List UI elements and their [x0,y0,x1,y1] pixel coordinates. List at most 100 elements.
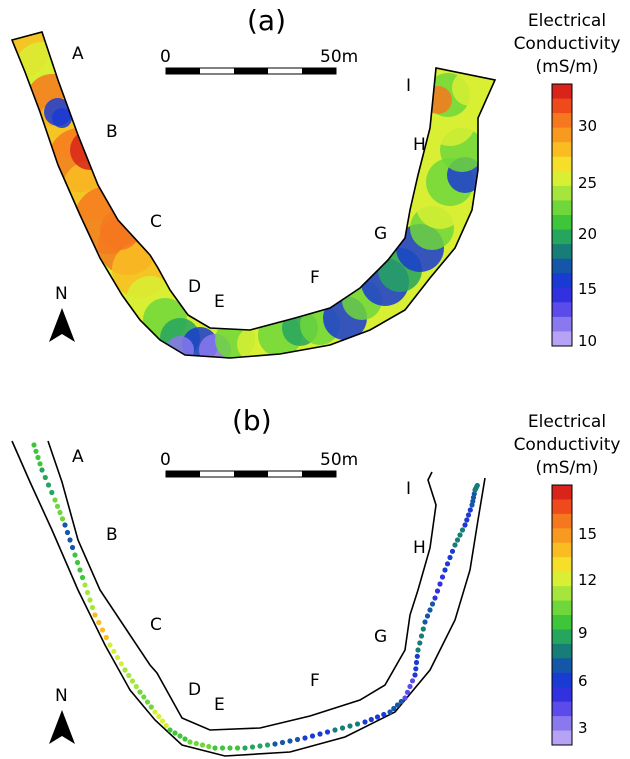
measurement-point [57,509,63,516]
site-label-b: B [106,525,118,545]
legend-swatch [552,244,572,260]
measurement-point [89,604,96,611]
measurement-point [193,740,199,747]
conductivity-patch [52,108,72,128]
measurement-point [413,666,419,672]
measurement-point [442,567,448,573]
legend-swatch [552,200,572,216]
measurement-point [234,745,241,751]
measurement-point [35,454,41,461]
legend-swatch [552,84,572,100]
site-label-g: G [374,224,387,244]
legend-title-line2: Conductivity [514,435,621,455]
legend-a: Electrical Conductivity (mS/m) 30 25 20 … [514,11,621,350]
legend-swatch [552,98,572,114]
measurement-point [324,729,331,735]
measurement-point [49,489,55,496]
legend-swatch [552,156,572,172]
measurement-point [424,613,431,619]
river-bank-outer [11,440,486,757]
measurement-point [257,743,263,749]
measurement-point [437,581,443,587]
measurement-point [177,733,183,739]
legend-title-line2: Conductivity [514,34,621,54]
measurement-point [409,678,416,684]
measurement-point [332,727,338,733]
north-label: N [55,284,68,304]
legend-b: Electrical Conductivity (mS/m) 15 12 9 6… [514,412,621,746]
measurement-point [227,745,233,751]
legend-swatch [552,113,572,129]
legend-swatch [552,600,572,616]
measurement-point [391,705,397,712]
measurement-point [264,742,271,748]
measurement-point [374,714,381,720]
measurement-point [167,727,173,733]
north-arrow-icon [49,710,75,744]
measurement-point [422,619,428,625]
measurement-point [381,711,387,718]
legend-swatch [552,273,572,289]
measurement-point [467,507,473,513]
measurement-point [474,482,480,489]
north-arrow-a: N [49,284,75,342]
scale-end: 50m [320,47,358,67]
measurement-point [72,552,78,558]
measurement-point [432,595,438,601]
river-bank-inner [47,440,437,731]
measurement-point [199,742,206,748]
measurement-point [111,648,117,654]
measurement-point [457,532,463,538]
legend-tick: 10 [578,332,597,350]
measurement-point [427,607,433,613]
site-label-e: E [214,292,225,312]
legend-colorbar [551,484,573,746]
measurement-point [249,744,256,750]
measurement-point [447,554,453,561]
legend-swatch [552,215,572,231]
conductivity-patch [424,86,452,114]
measurement-point [420,626,426,632]
measurement-point [129,678,136,684]
site-labels-a: A B C D E F G H I [72,44,426,312]
legend-swatch [552,571,572,587]
river-banks-b [11,440,486,757]
measurement-point [156,713,162,720]
measurement-point [454,537,461,543]
measurement-point [417,640,423,646]
measurement-point [69,544,76,551]
measurement-point [347,723,353,729]
legend-swatch [552,485,572,500]
site-label-c: C [150,615,162,635]
north-label: N [55,686,68,706]
site-label-g: G [374,627,387,647]
legend-colorbar [551,83,573,347]
measurement-point [77,567,83,573]
legend-swatch [552,701,572,717]
measurement-point [148,704,154,710]
measurement-point [418,633,425,639]
measurement-point [279,739,286,746]
conductivity-patch [166,336,194,358]
measurement-point [37,461,43,467]
measurement-point [67,537,73,543]
north-arrow-b: N [49,686,75,744]
site-label-h: H [413,538,426,558]
measurement-point [465,512,472,518]
measurement-point [122,667,128,673]
conductivity-patch [100,210,140,250]
site-label-i: I [406,479,411,499]
measurement-point [452,542,458,548]
legend-swatch [552,171,572,187]
measurement-point [402,695,408,701]
legend-tick: 3 [578,719,588,737]
river-boundary [10,31,497,359]
legend-title-line3: (mS/m) [536,57,599,77]
legend-swatch [552,287,572,303]
measurement-point [33,448,39,454]
panel-a: (a) A B C D E F G H I 0 50m N [10,4,621,359]
legend-swatch [552,615,572,630]
measurement-point [339,725,346,731]
measurement-point [103,634,109,641]
measurement-point [141,694,147,700]
